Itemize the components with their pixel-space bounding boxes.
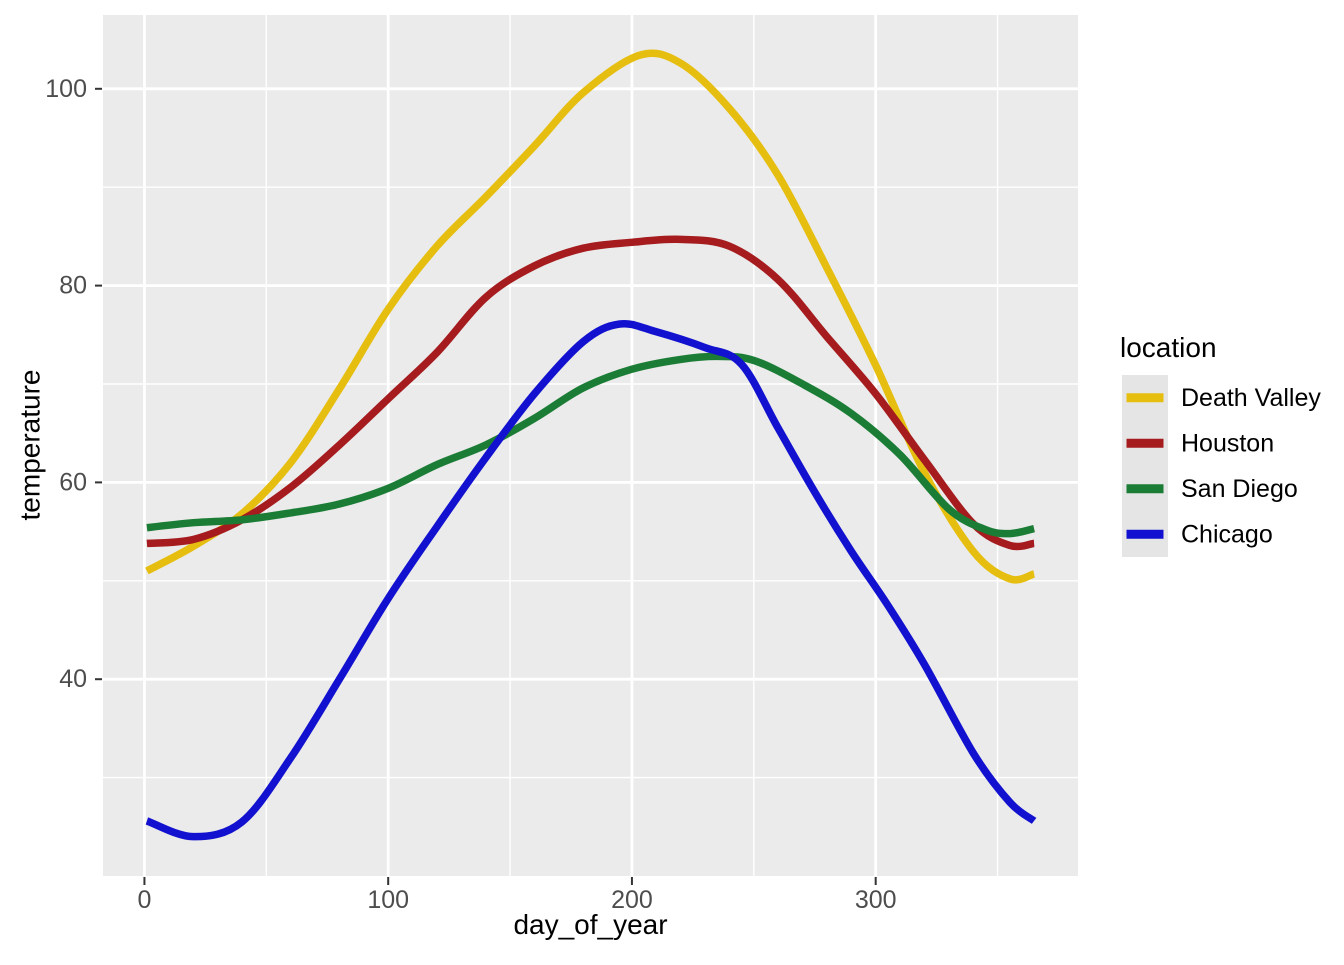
legend-item-houston: Houston (1122, 420, 1274, 466)
x-tick-label: 0 (137, 886, 151, 914)
y-tick-label: 100 (45, 75, 87, 103)
series-line-houston (146, 235, 1035, 551)
legend-item-death-valley: Death Valley (1122, 375, 1321, 421)
x-tick-label: 100 (367, 886, 409, 914)
legend-item-label: Chicago (1181, 520, 1273, 548)
x-tick-label: 300 (855, 886, 897, 914)
x-axis: 0 100 200 300 (137, 877, 897, 914)
legend-key-line-swatch (1126, 393, 1164, 403)
legend: location Death Valley Houston San Diego Chi… (1120, 332, 1321, 557)
legend-key-line-swatch (1126, 484, 1164, 494)
plot-panel-layer (103, 15, 1078, 876)
y-axis-title: temperature (15, 370, 46, 521)
series-line-san-diego (146, 352, 1035, 538)
x-tick-label: 200 (611, 886, 653, 914)
plot-panel (103, 15, 1078, 876)
legend-item-chicago: Chicago (1122, 511, 1273, 557)
y-axis: 40 60 80 100 (45, 75, 102, 693)
legend-item-label: San Diego (1181, 475, 1298, 503)
series-lines-layer (145, 49, 1037, 841)
y-tick-label: 80 (59, 272, 87, 300)
legend-item-label: Death Valley (1181, 384, 1321, 412)
legend-key-line-swatch (1126, 529, 1164, 539)
series-line-chicago (145, 319, 1037, 841)
x-axis-title: day_of_year (513, 909, 667, 940)
legend-item-label: Houston (1181, 429, 1274, 457)
legend-items: Death Valley Houston San Diego Chicago (1122, 375, 1321, 557)
y-tick-label: 60 (59, 468, 87, 496)
legend-title: location (1120, 332, 1217, 363)
y-tick-label: 40 (59, 665, 87, 693)
legend-key-line-swatch (1126, 438, 1164, 448)
legend-item-san-diego: San Diego (1122, 466, 1298, 512)
gridlines-layer (103, 15, 1078, 876)
